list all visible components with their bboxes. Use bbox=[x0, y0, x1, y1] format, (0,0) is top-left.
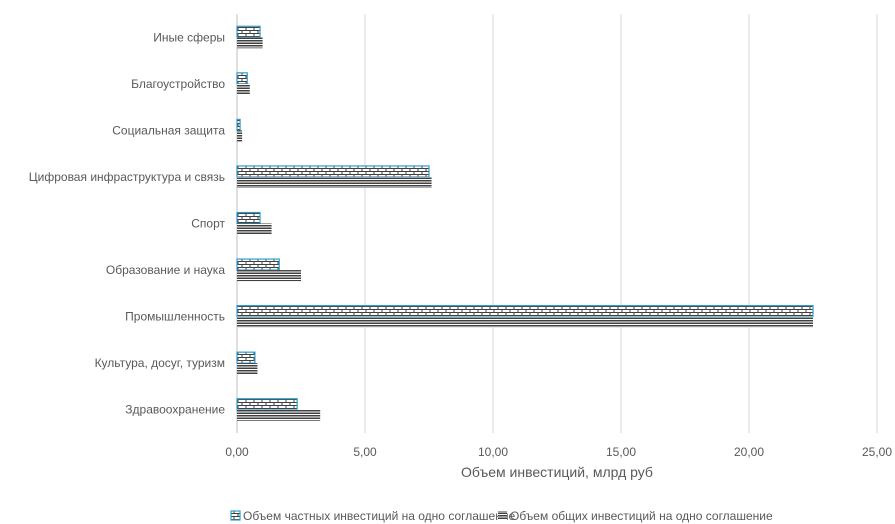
category-label: Образование и наука bbox=[106, 263, 225, 277]
bar-total bbox=[237, 223, 272, 235]
category-label: Цифровая инфраструктура и связь bbox=[29, 170, 225, 184]
x-tick-label: 0,00 bbox=[225, 445, 249, 459]
x-tick-label: 10,00 bbox=[478, 445, 508, 459]
x-tick-label: 5,00 bbox=[353, 445, 377, 459]
bar-private bbox=[236, 398, 298, 411]
category-label: Культура, досуг, туризм bbox=[95, 356, 225, 370]
category-label: Здравоохранение bbox=[125, 403, 225, 417]
legend-swatch-private bbox=[230, 510, 241, 521]
bar-private bbox=[236, 72, 248, 85]
bar-private bbox=[236, 25, 261, 38]
bars bbox=[236, 25, 814, 421]
bar-private bbox=[236, 351, 256, 364]
x-tick-label: 20,00 bbox=[734, 445, 764, 459]
bar-private bbox=[236, 118, 241, 131]
legend-swatch-total bbox=[498, 511, 507, 520]
category-label: Иные сферы bbox=[153, 30, 225, 44]
category-label: Социальная защита bbox=[112, 123, 225, 137]
bar-private bbox=[236, 305, 814, 318]
legend-label-private: Объем частных инвестиций на одно соглаше… bbox=[243, 509, 516, 523]
bar-total bbox=[237, 270, 301, 282]
gridlines bbox=[236, 14, 878, 433]
bar-private bbox=[236, 165, 430, 178]
category-label: Спорт bbox=[191, 217, 225, 231]
bar-total bbox=[237, 316, 813, 328]
bar-total bbox=[237, 363, 258, 375]
bar-total bbox=[237, 130, 243, 142]
bar-private bbox=[236, 258, 280, 271]
legend: Объем частных инвестиций на одно соглаше… bbox=[230, 509, 773, 523]
category-label: Промышленность bbox=[125, 310, 225, 324]
bar-private bbox=[236, 211, 261, 225]
category-label: Благоустройство bbox=[131, 77, 225, 91]
bar-total bbox=[237, 176, 432, 188]
category-labels: Здравоохранение Культура, досуг, туризм Пр… bbox=[29, 30, 226, 416]
x-axis-title: Объем инвестиций, млрд руб bbox=[461, 464, 653, 480]
legend-label-total: Объем общих инвестиций на одно соглашени… bbox=[510, 509, 773, 523]
bar-total bbox=[237, 37, 263, 49]
bar-total bbox=[237, 409, 321, 421]
x-tick-labels: 0,00 5,00 10,00 15,00 20,00 25,00 bbox=[225, 445, 892, 459]
bar-total bbox=[237, 83, 250, 95]
x-tick-label: 25,00 bbox=[862, 445, 892, 459]
x-tick-label: 15,00 bbox=[606, 445, 636, 459]
